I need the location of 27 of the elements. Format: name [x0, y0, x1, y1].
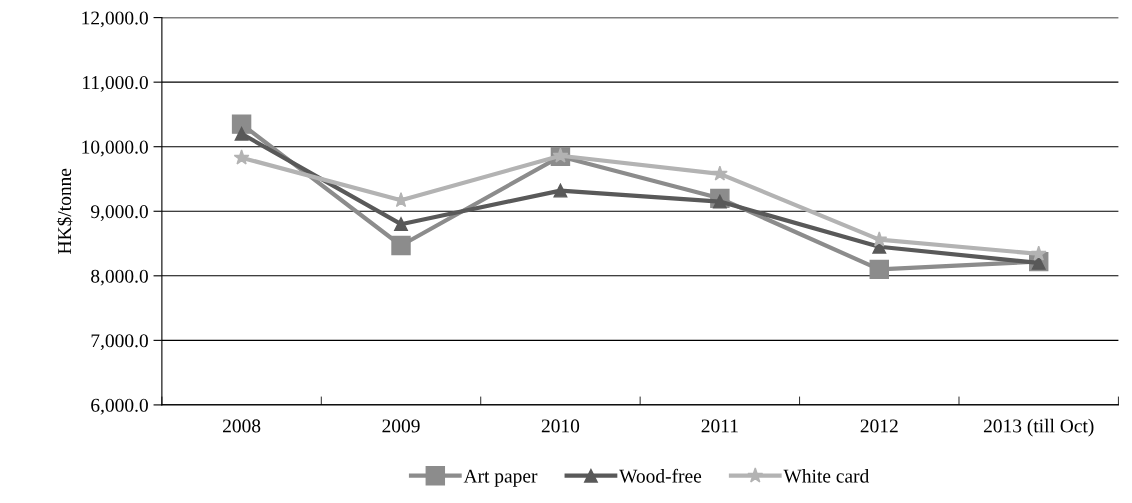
point — [869, 259, 890, 280]
y-axis-title: HK$/tonne — [56, 168, 73, 254]
x-tick-label: 2008 — [223, 419, 261, 433]
y-tick-label: 8,000.0 — [91, 269, 148, 286]
x-tick-label: 2009 — [382, 419, 420, 433]
y-tick-label: 6,000.0 — [91, 398, 148, 415]
point — [1030, 245, 1047, 261]
y-tick-label: 12,000.0 — [82, 11, 148, 28]
y-tick-label: 7,000.0 — [91, 334, 148, 351]
point — [233, 149, 250, 165]
y-tick-label: 9,000.0 — [90, 205, 148, 221]
point — [394, 217, 408, 232]
point — [231, 114, 252, 134]
x-tick-label: 2012 — [860, 419, 898, 433]
point — [711, 165, 728, 181]
legend-label: Wood-free — [619, 468, 702, 483]
point — [391, 235, 411, 256]
point — [234, 126, 249, 141]
x-tick-label: 2011 — [701, 419, 738, 433]
x-tick-label: 2013 (till Oct) — [983, 418, 1094, 437]
legend-label: White card — [783, 469, 870, 483]
y-tick-label: 11,000.0 — [83, 75, 148, 92]
x-tick-label: 2010 — [541, 419, 580, 433]
legend-label: Art paper — [463, 469, 538, 487]
y-tick-label: 10,000.0 — [82, 140, 148, 157]
point — [553, 183, 568, 198]
point — [871, 231, 888, 247]
